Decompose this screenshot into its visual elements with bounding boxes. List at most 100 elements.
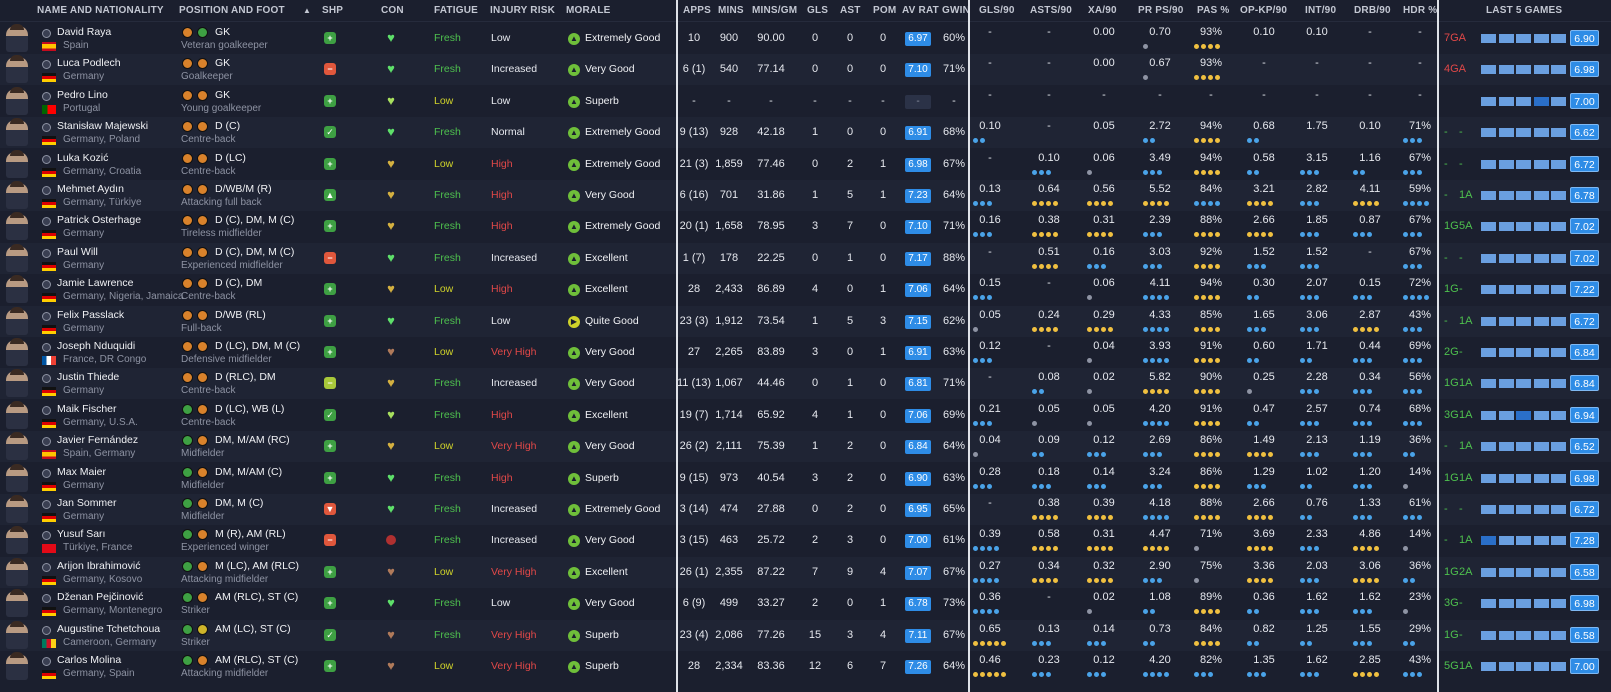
- table-row[interactable]: Max Maier Germany DM, M/AM (C) Midfielder + ♥…: [0, 463, 1611, 494]
- form-bar: [1551, 630, 1566, 640]
- column-header[interactable]: XA/90: [1088, 5, 1117, 16]
- table-row[interactable]: Augustine Tchetchoua Cameroon, Germany AM …: [0, 619, 1611, 651]
- per90-stat: 1.08: [1149, 591, 1171, 604]
- rating-dots: [1087, 546, 1115, 552]
- table-row[interactable]: Jamie Lawrence Germany, Nigeria, Jamaica D…: [0, 274, 1611, 305]
- player-name[interactable]: Luka Kozić: [57, 151, 109, 164]
- table-row[interactable]: Javier Fernández Spain, Germany DM, M/AM (…: [0, 431, 1611, 463]
- table-row[interactable]: Joseph Nduquidi France, DR Congo D (LC), D…: [0, 337, 1611, 368]
- per90-stat: 91%: [1199, 340, 1223, 352]
- player-name[interactable]: Mehmet Aydın: [57, 183, 124, 195]
- player-name[interactable]: Luca Podlech: [57, 57, 121, 70]
- form-bar: [1481, 442, 1496, 452]
- player-name[interactable]: Javier Fernández: [57, 434, 139, 447]
- table-row[interactable]: Jan Sommer Germany DM, M (C) Midfielder ▼ ♥ Fr…: [0, 494, 1611, 525]
- column-header[interactable]: MINS/GM: [752, 5, 798, 16]
- table-row[interactable]: Mehmet Aydın Germany, Türkiye D/WB/M (R) At…: [0, 180, 1611, 211]
- player-name[interactable]: Stanisław Majewski: [57, 120, 149, 133]
- column-header[interactable]: GWIN: [942, 5, 971, 16]
- rating-dot: [1300, 515, 1305, 520]
- table-row[interactable]: Dženan Pejčinović Germany, Montenegro AM (…: [0, 588, 1611, 619]
- rating-dot: [1247, 232, 1252, 238]
- average-rating-badge: 7.26: [905, 660, 931, 674]
- player-name[interactable]: Joseph Nduquidi: [57, 340, 136, 352]
- column-header[interactable]: INT/90: [1305, 5, 1337, 16]
- injury-risk-value: Normal: [491, 126, 525, 139]
- table-row[interactable]: Paul Will Germany D (C), DM, M (C) Experien…: [0, 242, 1611, 274]
- player-name[interactable]: Carlos Molina: [57, 654, 122, 666]
- role-label: Centre-back: [181, 385, 236, 397]
- column-header[interactable]: PR PS/90: [1138, 5, 1184, 16]
- player-name[interactable]: Justin Thiede: [57, 371, 120, 384]
- table-row[interactable]: Carlos Molina Germany, Spain AM (RLC), ST …: [0, 651, 1611, 682]
- rating-dot: [1215, 263, 1220, 269]
- player-name[interactable]: Jamie Lawrence: [57, 277, 134, 290]
- morale-value: Superb: [585, 94, 619, 107]
- table-row[interactable]: Pedro Lino Portugal GK Young goalkeeper + ♥ Lo…: [0, 86, 1611, 117]
- table-row[interactable]: Luca Podlech Germany GK Goalkeeper − ♥ Fresh In…: [0, 54, 1611, 86]
- player-name[interactable]: Max Maier: [57, 465, 107, 478]
- foot-icon: [197, 655, 208, 666]
- column-header[interactable]: POSITION AND FOOT: [179, 5, 285, 16]
- column-header[interactable]: SHP: [322, 5, 344, 16]
- column-header[interactable]: PAS %: [1197, 5, 1230, 16]
- rating-dots: [1403, 263, 1424, 269]
- column-header[interactable]: AV RAT: [902, 5, 939, 16]
- column-header[interactable]: INJURY RISK: [490, 5, 555, 16]
- column-header[interactable]: FATIGUE: [434, 5, 478, 16]
- player-name[interactable]: Dženan Pejčinović: [57, 591, 144, 604]
- flag-icon: [42, 230, 56, 240]
- column-header[interactable]: DRB/90: [1354, 5, 1391, 16]
- per90-stat: 0.46: [979, 654, 1001, 666]
- table-row[interactable]: David Raya Spain GK Veteran goalkeeper + ♥ Fre…: [0, 23, 1611, 54]
- column-header[interactable]: MINS: [718, 5, 744, 16]
- column-header[interactable]: POM: [873, 5, 897, 16]
- morale-value: Superb: [585, 628, 619, 641]
- table-row[interactable]: Luka Kozić Germany, Croatia D (LC) Centre-b…: [0, 149, 1611, 180]
- per90-stat: 1.20: [1359, 465, 1381, 478]
- table-row[interactable]: Arijon Ibrahimović Germany, Kosovo M (LC),…: [0, 556, 1611, 588]
- form-bar: [1481, 473, 1496, 483]
- column-header[interactable]: LAST 5 GAMES: [1486, 5, 1563, 16]
- table-row[interactable]: Yusuf Sarı Türkiye, France M (R), AM (RL) E…: [0, 525, 1611, 556]
- column-header[interactable]: CON: [381, 5, 404, 16]
- column-header[interactable]: GLS/90: [979, 5, 1015, 16]
- player-name[interactable]: Yusuf Sarı: [57, 528, 106, 541]
- rating-dots: [1143, 138, 1157, 144]
- player-icon: [42, 374, 51, 384]
- column-header[interactable]: APPS: [683, 5, 712, 16]
- player-name[interactable]: Pedro Lino: [57, 88, 108, 101]
- avatar: [6, 338, 28, 366]
- stat-mpg: 73.54: [757, 314, 785, 327]
- player-name[interactable]: Paul Will: [57, 245, 98, 258]
- column-header[interactable]: MORALE: [566, 5, 611, 16]
- column-header[interactable]: NAME AND NATIONALITY: [37, 5, 164, 16]
- stat-apps: 23 (4): [679, 628, 709, 641]
- foot-icon: [182, 58, 193, 70]
- column-header[interactable]: ASTS/90: [1030, 5, 1072, 16]
- player-name[interactable]: Arijon Ibrahimović: [57, 559, 141, 572]
- rating-dot: [1039, 452, 1044, 458]
- column-header[interactable]: AST: [840, 5, 861, 16]
- player-name[interactable]: Augustine Tchetchoua: [57, 622, 161, 635]
- rating-dot: [1254, 483, 1259, 489]
- table-row[interactable]: Felix Passlack Germany D/WB (RL) Full-back +…: [0, 305, 1611, 337]
- rating-dots: [973, 483, 994, 489]
- player-name[interactable]: Patrick Osterhage: [57, 214, 142, 227]
- column-header[interactable]: OP-KP/90: [1240, 5, 1288, 16]
- column-divider: [1437, 0, 1439, 692]
- table-row[interactable]: Stanisław Majewski Germany, Poland D (C) Ce…: [0, 117, 1611, 149]
- player-name[interactable]: David Raya: [57, 26, 112, 38]
- player-name[interactable]: Felix Passlack: [57, 308, 125, 321]
- table-row[interactable]: Justin Thiede Germany D (RLC), DM Centre-ba…: [0, 368, 1611, 400]
- per90-stat: 2.87: [1359, 308, 1381, 321]
- table-row[interactable]: Patrick Osterhage Germany D (C), DM, M (C)…: [0, 211, 1611, 242]
- column-header[interactable]: HDR %: [1403, 5, 1438, 16]
- per90-stat: 94%: [1199, 277, 1223, 290]
- player-name[interactable]: Maik Fischer: [57, 402, 117, 415]
- position-label: D (C), DM: [215, 277, 263, 290]
- player-name[interactable]: Jan Sommer: [57, 497, 117, 509]
- column-header[interactable]: GLS: [807, 5, 829, 16]
- table-row[interactable]: Maik Fischer Germany, U.S.A. D (LC), WB (L…: [0, 400, 1611, 431]
- sort-arrow-icon[interactable]: ▲: [303, 6, 312, 15]
